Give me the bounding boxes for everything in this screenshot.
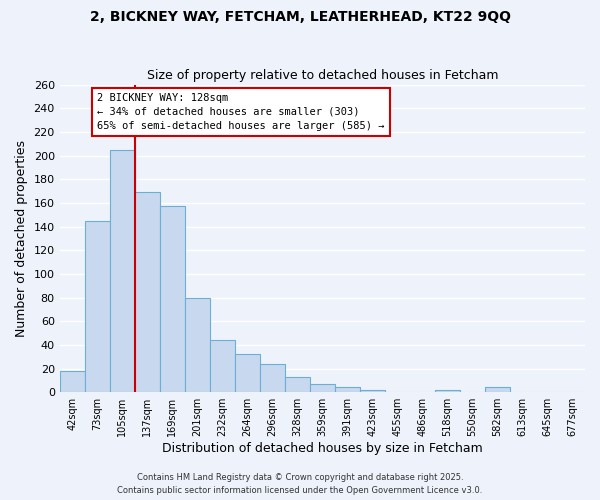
Text: Contains HM Land Registry data © Crown copyright and database right 2025.
Contai: Contains HM Land Registry data © Crown c…	[118, 474, 482, 495]
Bar	[310, 384, 335, 392]
Text: 2 BICKNEY WAY: 128sqm
← 34% of detached houses are smaller (303)
65% of semi-det: 2 BICKNEY WAY: 128sqm ← 34% of detached …	[97, 93, 385, 131]
Bar	[335, 388, 360, 392]
Bar	[485, 388, 510, 392]
Bar	[160, 206, 185, 392]
Bar	[285, 377, 310, 392]
Bar	[110, 150, 135, 392]
Bar	[85, 220, 110, 392]
Bar	[360, 390, 385, 392]
Bar	[135, 192, 160, 392]
Y-axis label: Number of detached properties: Number of detached properties	[15, 140, 28, 337]
X-axis label: Distribution of detached houses by size in Fetcham: Distribution of detached houses by size …	[162, 442, 483, 455]
Bar	[185, 298, 210, 392]
Text: 2, BICKNEY WAY, FETCHAM, LEATHERHEAD, KT22 9QQ: 2, BICKNEY WAY, FETCHAM, LEATHERHEAD, KT…	[89, 10, 511, 24]
Title: Size of property relative to detached houses in Fetcham: Size of property relative to detached ho…	[146, 69, 498, 82]
Bar	[435, 390, 460, 392]
Bar	[260, 364, 285, 392]
Bar	[235, 354, 260, 392]
Bar	[210, 340, 235, 392]
Bar	[59, 371, 85, 392]
